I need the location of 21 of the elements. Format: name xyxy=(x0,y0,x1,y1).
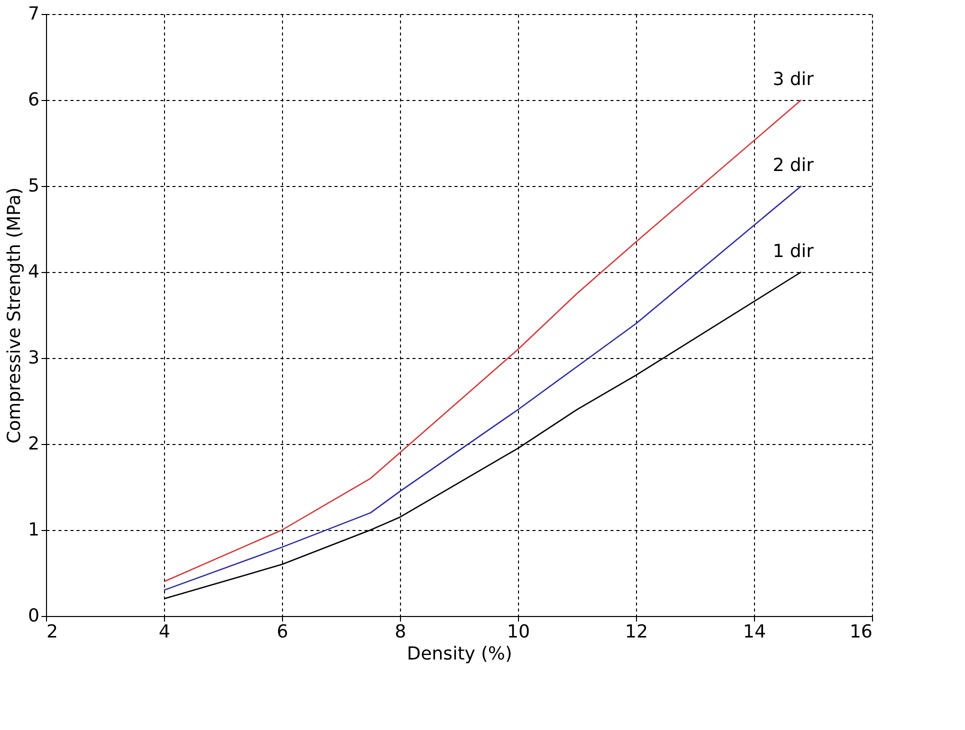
x-tick-label: 14 xyxy=(743,622,766,642)
x-tick-label: 4 xyxy=(158,622,170,642)
y-tick-label: 1 xyxy=(28,520,40,540)
x-tick-label: 12 xyxy=(625,622,648,642)
y-tick-label: 4 xyxy=(28,262,40,282)
x-tick-label: 6 xyxy=(276,622,288,642)
x-tick-label: 2 xyxy=(46,622,58,642)
y-tick-label: 5 xyxy=(28,176,40,196)
x-axis-title: Density (%) xyxy=(406,644,512,664)
series-label: 2 dir xyxy=(772,155,814,176)
y-tick-label: 0 xyxy=(28,606,40,626)
y-tick-label: 6 xyxy=(28,90,40,110)
x-tick-label: 10 xyxy=(507,622,530,642)
x-tick-label: 16 xyxy=(850,622,872,642)
y-tick-label: 7 xyxy=(28,4,40,24)
series-label: 3 dir xyxy=(772,69,814,90)
y-tick-label: 3 xyxy=(28,348,40,368)
x-tick-label: 8 xyxy=(394,622,406,642)
y-tick-label: 2 xyxy=(28,434,40,454)
y-axis-title: Compressive Strength (MPa) xyxy=(4,187,26,444)
series-label: 1 dir xyxy=(772,241,814,262)
